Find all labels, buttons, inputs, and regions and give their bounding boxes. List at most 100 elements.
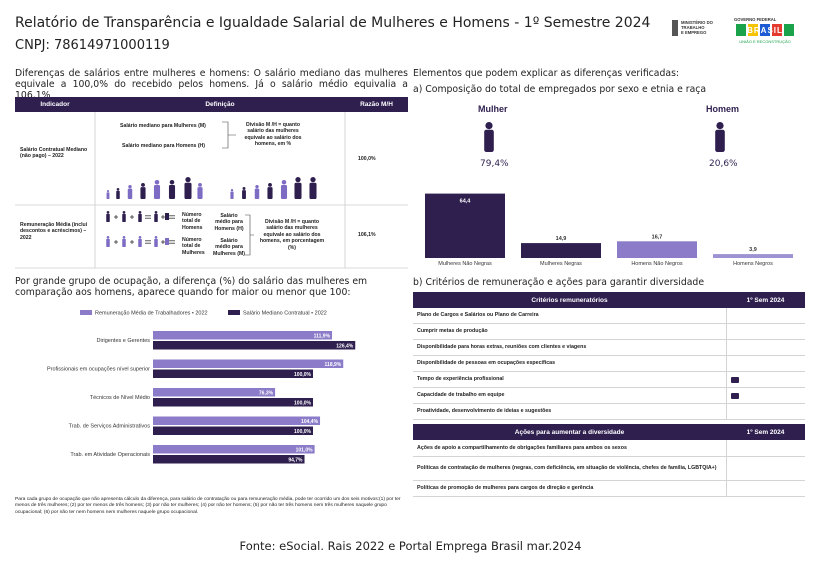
value-label: 104,4% [301,419,319,425]
definition: Número total de Mulheres [182,237,205,256]
person-head [198,183,202,187]
person-icon [106,211,110,222]
table-row: Proatividade, desenvolvimento de ideias … [413,404,805,420]
person-body [106,192,110,199]
person-head [138,236,142,239]
occupation-title: Por grande grupo de ocupação, a diferenç… [15,276,368,298]
row-label: Tempo de experiência profissional [417,376,504,383]
sex-label: Homem [706,104,740,114]
table-header: Critérios remuneratórios 1º Sem 2024 [413,292,805,308]
ministry-line: MINISTÉRIO DO [681,20,714,25]
person-head [106,211,110,214]
person-head [169,180,175,185]
row-label: Políticas de promoção de mulheres para c… [417,485,594,492]
row-label: Capacidade de trabalho em equipe [417,392,505,399]
person-icon [267,183,273,199]
indicator: Remuneração Média (inclui descontos e ac… [20,222,88,241]
person-head [268,183,272,187]
person-icon [309,177,317,199]
legend-label: Salário Mediano Contratual • 2022 [243,311,327,317]
person-head [716,122,724,130]
person-icon [138,236,142,247]
bar [425,193,505,258]
table-row: Capacidade de trabalho em equipe [413,388,805,404]
gov-line: UNIÃO E RECONSTRUÇÃO [739,39,791,44]
person-head [106,236,110,239]
check-icon [731,393,739,399]
header-cell: Indicador [15,97,95,112]
bar [153,388,276,397]
bar [153,455,305,464]
footnote: Para cada grupo de ocupação que não apre… [15,497,401,515]
person-head [255,185,259,189]
box-icon [165,238,169,245]
definition: Salário mediano para Homens (H) [122,143,206,149]
legend-swatch [228,310,240,315]
person-head [230,189,234,192]
source: Fonte: eSocial. Rais 2022 e Portal Empre… [239,539,582,553]
person-icon [242,187,246,199]
crest [672,20,678,36]
person-body [127,188,133,199]
definition: Salário médio para Mulheres (M) [213,238,245,257]
person-head [154,211,158,214]
bar [153,359,344,368]
header-cell: Critérios remuneratórios [531,296,608,304]
col-divider [726,308,727,323]
brace [222,121,236,149]
category-label: Trab. de Serviços Administrativos [69,424,151,430]
category-label: Dirigentes e Gerentes [97,338,151,344]
check-icon [731,377,739,383]
person-body [242,190,246,199]
value-label: 94,7% [288,457,303,463]
col-divider [726,481,727,496]
value-label: 3,9 [749,247,757,253]
gov-line: GOVERNO FEDERAL [734,17,777,22]
table-row: Políticas de promoção de mulheres para c… [413,481,805,497]
value-label: 64,4 [460,199,472,205]
person-body [154,213,158,222]
value-label: 14,9 [556,236,567,242]
category-label: Técnicos de Nível Médio [90,395,150,401]
category-label: Mulheres Não Negras [438,261,492,267]
bar [153,426,313,435]
person-icon [122,236,126,247]
person-head [310,177,316,183]
brace [245,214,254,256]
category-label: Homens Negros [733,261,773,267]
col-divider [726,356,727,371]
legend-swatch [80,310,92,315]
bar [153,331,333,340]
table-row: Disponibilidade para horas extras, reuni… [413,340,805,356]
col-divider [726,372,727,387]
person-body [254,188,260,199]
row-label: Disponibilidade de pessoas em ocupações … [417,360,556,367]
ratio: 106,1% [358,232,376,238]
bar [153,445,315,454]
person-icon [197,183,203,199]
logo-block [736,24,746,36]
person-head [122,236,126,239]
person-body [168,184,176,199]
person-icon [484,122,494,152]
person-icon [153,180,161,199]
person-body [197,187,203,199]
person-icon [106,190,110,199]
logo-block [784,24,794,36]
person-head [295,177,301,183]
sex-share: 79,4% [480,159,509,169]
category-label: Trab. em Atividade Operacionais [70,452,150,458]
person-body [309,182,317,199]
person-body [106,213,110,222]
bar [617,241,697,258]
col-divider [726,404,727,419]
header-cell: Razão M/H [345,97,408,112]
person-head [281,180,287,185]
person-icon [280,180,288,199]
person-icon [138,211,142,222]
bar [153,398,313,407]
bar [713,254,793,258]
table-row: Políticas de contratação de mulheres (ne… [413,457,805,481]
sex-label: Mulher [478,104,508,114]
person-head [185,177,191,183]
